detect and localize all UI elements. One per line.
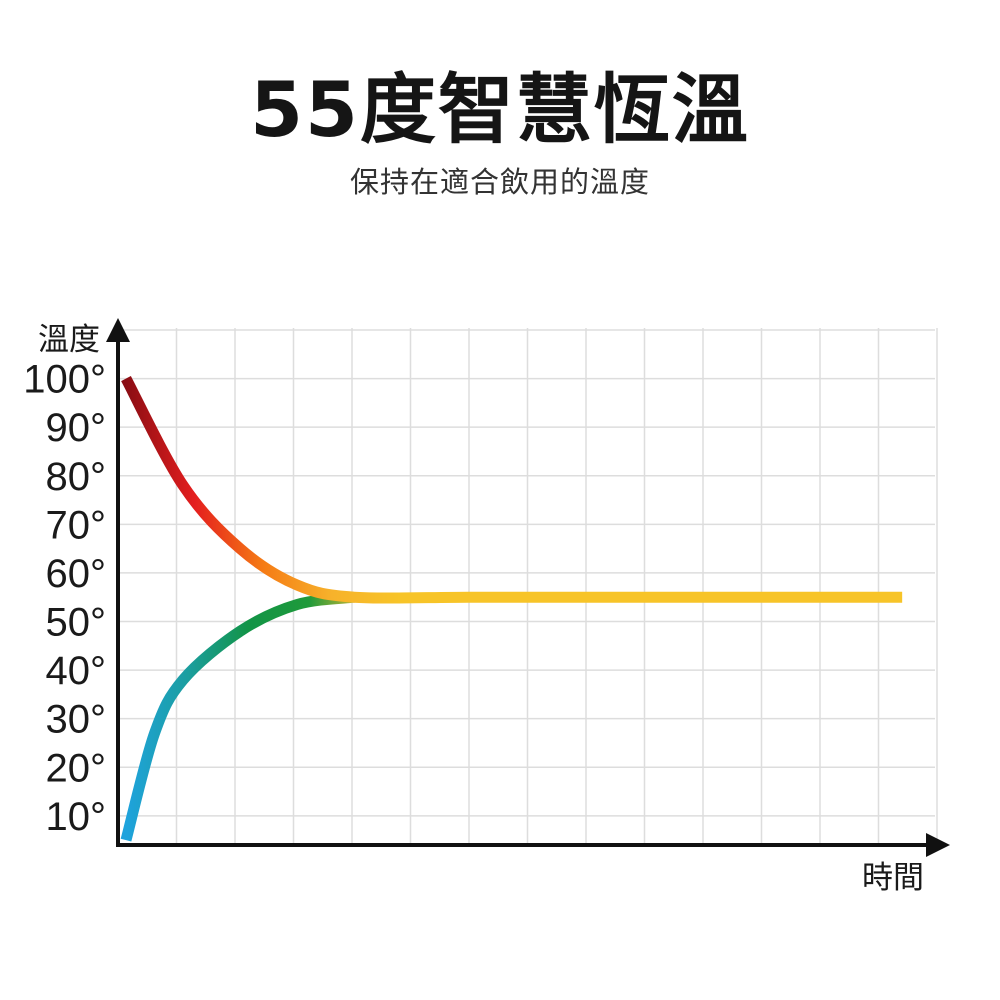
y-tick-labels: 10° 20°30° 40°50° 60° 70°80° 90°100° xyxy=(23,358,106,839)
axes xyxy=(106,318,950,857)
cooling-up-series-line xyxy=(120,591,355,842)
y-tick-label: 10° xyxy=(46,795,107,839)
y-tick-label: 40° xyxy=(46,649,107,693)
y-tick-label: 70° xyxy=(46,503,107,547)
y-tick-label: 60° xyxy=(46,552,107,596)
grid xyxy=(118,328,938,845)
cooling-down-series-line xyxy=(121,375,903,604)
y-tick-label: 80° xyxy=(46,455,107,499)
series-layer xyxy=(120,375,903,842)
y-tick-label: 50° xyxy=(46,601,107,645)
y-axis-label: 溫度 xyxy=(38,322,100,358)
page-subtitle: 保持在適合飲用的溫度 xyxy=(349,165,650,199)
x-axis-label: 時間 xyxy=(862,860,924,896)
y-tick-label: 100° xyxy=(23,358,106,402)
y-tick-label: 20° xyxy=(46,746,107,790)
y-tick-label: 90° xyxy=(46,406,107,450)
page-title: 55度智慧恆溫 xyxy=(250,65,750,154)
y-tick-label: 30° xyxy=(46,698,107,742)
